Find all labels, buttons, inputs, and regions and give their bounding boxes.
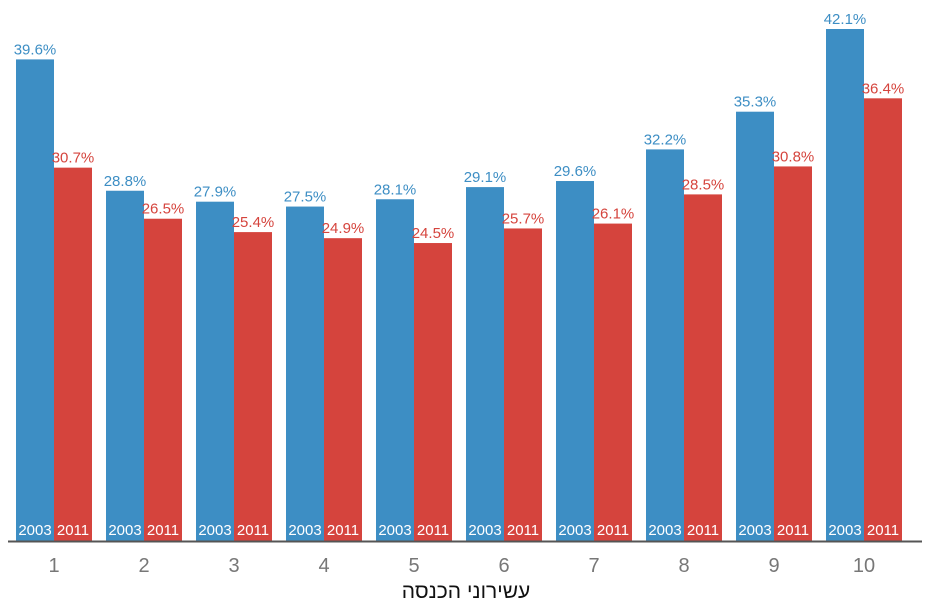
- bar-2003-decile-2: [106, 190, 144, 541]
- series-label-2011-decile-5: 2011: [417, 522, 449, 539]
- series-label-2011-decile-6: 2011: [507, 522, 539, 539]
- bar-2011-decile-7: [594, 223, 632, 541]
- bar-2011-decile-8: [684, 194, 722, 541]
- bar-2011-decile-2: [144, 218, 182, 541]
- bar-2003-decile-8: [646, 149, 684, 541]
- series-label-2003-decile-6: 2003: [468, 522, 501, 539]
- value-label-2003-decile-4: 27.5%: [284, 189, 327, 206]
- value-label-2011-decile-3: 25.4%: [232, 214, 275, 231]
- value-label-2011-decile-9: 30.8%: [772, 148, 815, 165]
- series-label-2011-decile-3: 2011: [237, 522, 269, 539]
- x-tick-label-7: 7: [588, 555, 599, 577]
- value-label-2011-decile-4: 24.9%: [322, 220, 365, 237]
- x-tick-label-9: 9: [768, 555, 779, 577]
- value-label-2011-decile-10: 36.4%: [862, 80, 905, 97]
- x-tick-label-4: 4: [318, 555, 329, 577]
- series-label-2011-decile-10: 2011: [867, 522, 899, 539]
- series-label-2011-decile-7: 2011: [597, 522, 629, 539]
- bar-2011-decile-4: [324, 238, 362, 541]
- series-label-2003-decile-7: 2003: [558, 522, 591, 539]
- series-label-2003-decile-2: 2003: [108, 522, 141, 539]
- bar-2003-decile-10: [826, 29, 864, 541]
- x-tick-label-5: 5: [408, 555, 419, 577]
- bar-2011-decile-6: [504, 228, 542, 541]
- value-labels-layer: 39.6% 30.7% 28.8% 26.5% 27.9% 25.4% 27.5% 24.9%…: [14, 11, 905, 242]
- bar-2003-decile-4: [286, 206, 324, 541]
- x-tick-label-2: 2: [138, 555, 149, 577]
- series-label-2003-decile-8: 2003: [648, 522, 681, 539]
- value-label-2003-decile-5: 28.1%: [374, 181, 417, 198]
- bar-2011-decile-3: [234, 232, 272, 541]
- value-label-2003-decile-7: 29.6%: [554, 163, 597, 180]
- value-label-2003-decile-9: 35.3%: [734, 94, 777, 111]
- series-label-2011-decile-8: 2011: [687, 522, 719, 539]
- series-label-2011-decile-2: 2011: [147, 522, 179, 539]
- x-axis-title: עשירוני הכנסה: [402, 580, 531, 603]
- series-label-2011-decile-4: 2011: [327, 522, 359, 539]
- series-label-2003-decile-3: 2003: [198, 522, 231, 539]
- series-label-2003-decile-5: 2003: [378, 522, 411, 539]
- bar-2003-decile-7: [556, 181, 594, 541]
- x-tick-label-6: 6: [498, 555, 509, 577]
- bar-2011-decile-1: [54, 167, 92, 541]
- series-label-2003-decile-4: 2003: [288, 522, 321, 539]
- bar-2003-decile-9: [736, 111, 774, 541]
- x-tick-label-3: 3: [228, 555, 239, 577]
- x-tick-label-8: 8: [678, 555, 689, 577]
- value-label-2011-decile-2: 26.5%: [142, 201, 185, 218]
- series-label-2003-decile-10: 2003: [828, 522, 861, 539]
- value-label-2011-decile-5: 24.5%: [412, 225, 455, 242]
- bar-2003-decile-6: [466, 187, 504, 541]
- value-label-2011-decile-7: 26.1%: [592, 206, 635, 223]
- bar-2003-decile-5: [376, 199, 414, 541]
- value-label-2003-decile-8: 32.2%: [644, 131, 687, 148]
- bar-2003-decile-1: [16, 59, 54, 542]
- value-label-2003-decile-2: 28.8%: [104, 173, 147, 190]
- x-tick-labels-layer: 1 2 3 4 5 6 7 8 9 10: [48, 555, 875, 577]
- value-label-2003-decile-10: 42.1%: [824, 11, 867, 28]
- series-labels-layer: 2003 2011 2003 2011 2003 2011 2003 2011 2003 2011…: [18, 522, 899, 539]
- value-label-2003-decile-3: 27.9%: [194, 184, 237, 201]
- bar-2011-decile-10: [864, 98, 902, 541]
- bar-2003-decile-3: [196, 201, 234, 541]
- bar-2011-decile-9: [774, 166, 812, 541]
- bars-layer: [16, 29, 902, 542]
- bar-2011-decile-5: [414, 243, 452, 542]
- series-label-2003-decile-1: 2003: [18, 522, 51, 539]
- series-label-2003-decile-9: 2003: [738, 522, 771, 539]
- value-label-2011-decile-1: 30.7%: [52, 150, 95, 167]
- value-label-2003-decile-6: 29.1%: [464, 169, 507, 186]
- series-label-2011-decile-1: 2011: [57, 522, 89, 539]
- value-label-2011-decile-8: 28.5%: [682, 176, 725, 193]
- x-tick-label-1: 1: [48, 555, 59, 577]
- value-label-2011-decile-6: 25.7%: [502, 210, 545, 227]
- value-label-2003-decile-1: 39.6%: [14, 41, 57, 58]
- x-tick-label-10: 10: [853, 555, 875, 577]
- series-label-2011-decile-9: 2011: [777, 522, 809, 539]
